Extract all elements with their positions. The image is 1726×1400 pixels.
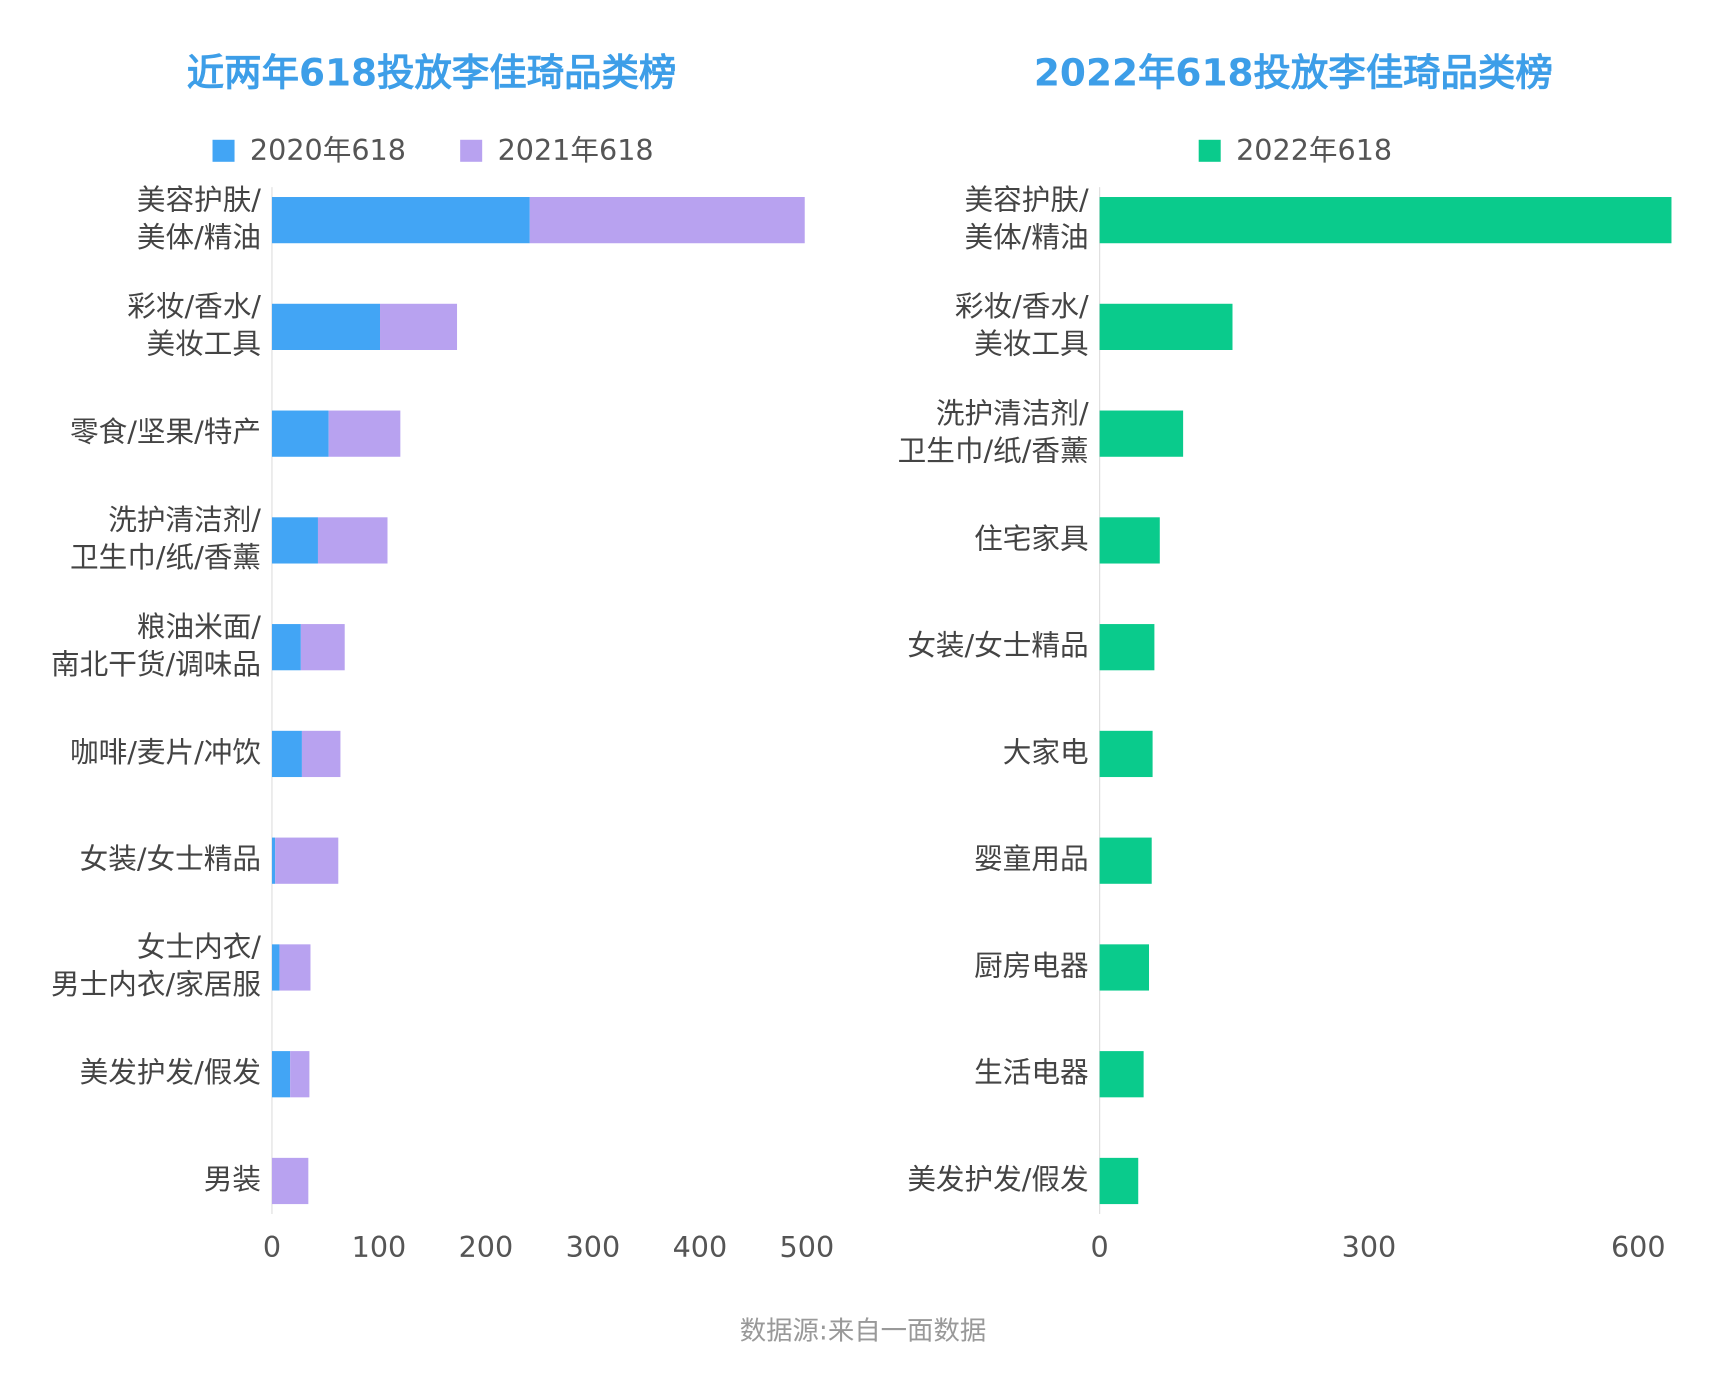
bar <box>1099 1157 1139 1205</box>
bar <box>275 837 339 884</box>
source-note: 数据源:来自一面数据 <box>740 1315 987 1346</box>
legend-swatch <box>212 139 235 162</box>
bar <box>271 944 280 991</box>
legend-label: 2021年618 <box>498 133 654 167</box>
y-tick-label: 大家电 <box>1003 735 1089 769</box>
y-tick-label: 女装/女士精品 <box>80 842 261 876</box>
legend-label: 2022年618 <box>1236 133 1392 167</box>
legend-swatch <box>460 139 483 162</box>
y-tick-label: 洗护清洁剂/卫生巾/纸/香薰 <box>898 396 1089 467</box>
bar <box>1099 517 1160 564</box>
chart-title: 近两年618投放李佳琦品类榜 <box>187 50 677 94</box>
x-tick-label: 300 <box>1342 1230 1397 1264</box>
bar <box>290 1051 310 1098</box>
bar <box>271 410 329 457</box>
bar <box>1099 410 1184 457</box>
chart-title: 2022年618投放李佳琦品类榜 <box>1034 50 1553 94</box>
x-tick-label: 100 <box>352 1230 407 1264</box>
bar <box>1099 303 1233 350</box>
y-tick-label: 咖啡/麦片/冲饮 <box>70 735 261 769</box>
x-tick-label: 0 <box>263 1230 281 1264</box>
bar <box>317 517 388 564</box>
x-tick-label: 0 <box>1091 1230 1109 1264</box>
bar <box>271 837 276 884</box>
y-tick-label: 女士内衣/男士内衣/家居服 <box>51 930 261 1001</box>
y-tick-label: 婴童用品 <box>974 842 1088 876</box>
y-tick-label: 零食/坚果/特产 <box>70 415 261 449</box>
bar <box>328 410 401 457</box>
y-tick-label: 住宅家具 <box>974 521 1088 555</box>
y-tick-label: 女装/女士精品 <box>907 628 1088 662</box>
legend-label: 2020年618 <box>250 133 406 167</box>
bar <box>271 1157 309 1205</box>
x-tick-label: 400 <box>673 1230 728 1264</box>
bar <box>301 730 341 778</box>
y-tick-label: 生活电器 <box>974 1055 1088 1089</box>
y-tick-label: 美容护肤/美体/精油 <box>965 182 1089 253</box>
bar <box>1099 624 1155 671</box>
bar <box>529 197 805 244</box>
x-tick-label: 600 <box>1611 1230 1666 1264</box>
x-tick-label: 200 <box>459 1230 514 1264</box>
bar <box>1099 944 1150 991</box>
x-tick-label: 500 <box>780 1230 835 1264</box>
bar <box>1099 1051 1144 1098</box>
bar <box>271 197 530 244</box>
y-tick-label: 彩妆/香水/美妆工具 <box>127 289 261 360</box>
bar <box>380 303 458 350</box>
bar <box>1099 837 1152 884</box>
bar <box>271 730 302 778</box>
y-tick-label: 美发护发/假发 <box>80 1055 261 1089</box>
y-tick-label: 男装 <box>204 1162 261 1196</box>
y-tick-label: 洗护清洁剂/卫生巾/纸/香薰 <box>70 503 261 574</box>
bar <box>271 517 318 564</box>
bar <box>279 944 311 991</box>
y-tick-label: 美发护发/假发 <box>907 1162 1088 1196</box>
bar <box>300 624 345 671</box>
y-tick-label: 厨房电器 <box>974 948 1088 982</box>
bar <box>271 1051 291 1098</box>
x-tick-label: 300 <box>566 1230 621 1264</box>
y-tick-label: 彩妆/香水/美妆工具 <box>955 289 1089 360</box>
y-tick-label: 美容护肤/美体/精油 <box>137 182 261 253</box>
bar <box>1099 730 1153 778</box>
bar <box>1099 197 1672 244</box>
legend-swatch <box>1198 139 1221 162</box>
bar <box>271 624 301 671</box>
y-tick-label: 粮油米面/南北干货/调味品 <box>51 609 261 680</box>
bar <box>271 303 381 350</box>
